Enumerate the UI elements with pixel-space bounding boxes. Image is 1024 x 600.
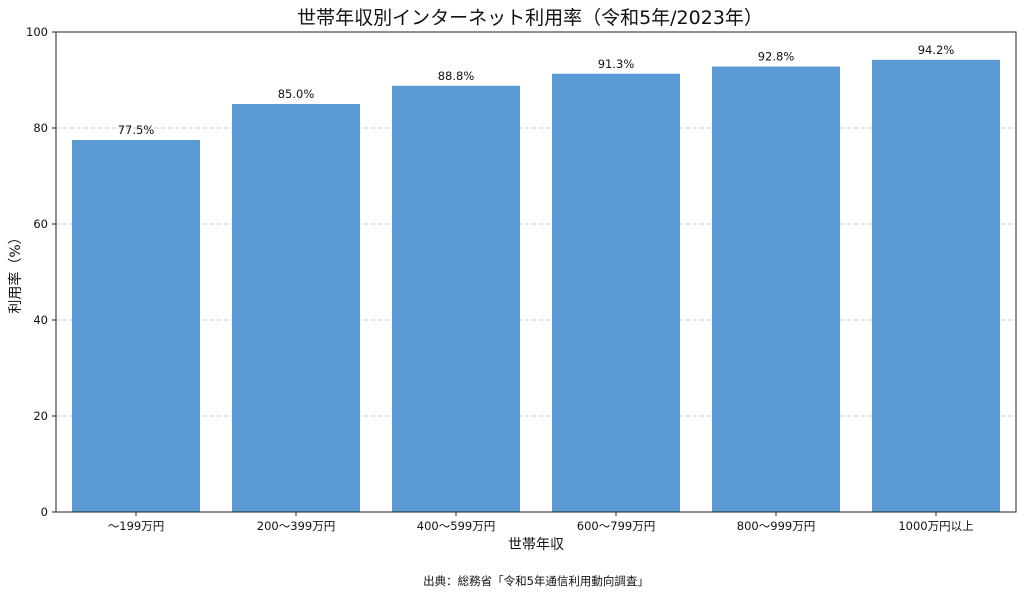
bar — [872, 59, 1000, 513]
x-tick-label: 800～999万円 — [737, 519, 815, 533]
y-tick-label: 20 — [33, 409, 48, 423]
y-tick-label: 80 — [33, 121, 48, 135]
data-labels: 77.5% 85.0% 88.8% 91.3% 92.8% 94.2% — [118, 43, 955, 137]
source-note: 出典：総務省「令和5年通信利用動向調査」 — [423, 574, 649, 588]
bar-value-label: 88.8% — [438, 69, 475, 83]
x-tick-label: 1000万円以上 — [898, 519, 973, 533]
y-tick-label: 60 — [33, 217, 48, 231]
bar — [712, 66, 840, 512]
y-axis-ticks: 0 20 40 60 80 100 — [26, 25, 56, 519]
grid-lines — [56, 127, 1016, 417]
bar — [72, 140, 200, 512]
bar-value-label: 85.0% — [278, 87, 315, 101]
bar-value-label: 91.3% — [598, 57, 635, 71]
x-tick-label: ～199万円 — [108, 519, 164, 533]
x-axis-ticks: ～199万円 200～399万円 400～599万円 600～799万円 800～999… — [108, 512, 974, 533]
y-tick-label: 0 — [41, 505, 48, 519]
x-axis-label: 世帯年収 — [508, 537, 564, 553]
x-tick-label: 600～799万円 — [577, 519, 655, 533]
y-axis-label: 利用率（%） — [7, 230, 24, 313]
bar — [552, 73, 680, 512]
y-tick-label: 40 — [33, 313, 48, 327]
bars — [72, 59, 1000, 513]
y-tick-label: 100 — [26, 25, 48, 39]
bar — [392, 85, 520, 512]
bar-value-label: 77.5% — [118, 123, 155, 137]
x-tick-label: 200～399万円 — [257, 519, 335, 533]
bar-value-label: 92.8% — [758, 50, 795, 64]
chart-title: 世帯年収別インターネット利用率（令和5年/2023年） — [297, 7, 763, 29]
x-tick-label: 400～599万円 — [417, 519, 495, 533]
bar — [232, 104, 360, 512]
bar-value-label: 94.2% — [918, 43, 955, 57]
plot-frame — [55, 31, 1017, 513]
